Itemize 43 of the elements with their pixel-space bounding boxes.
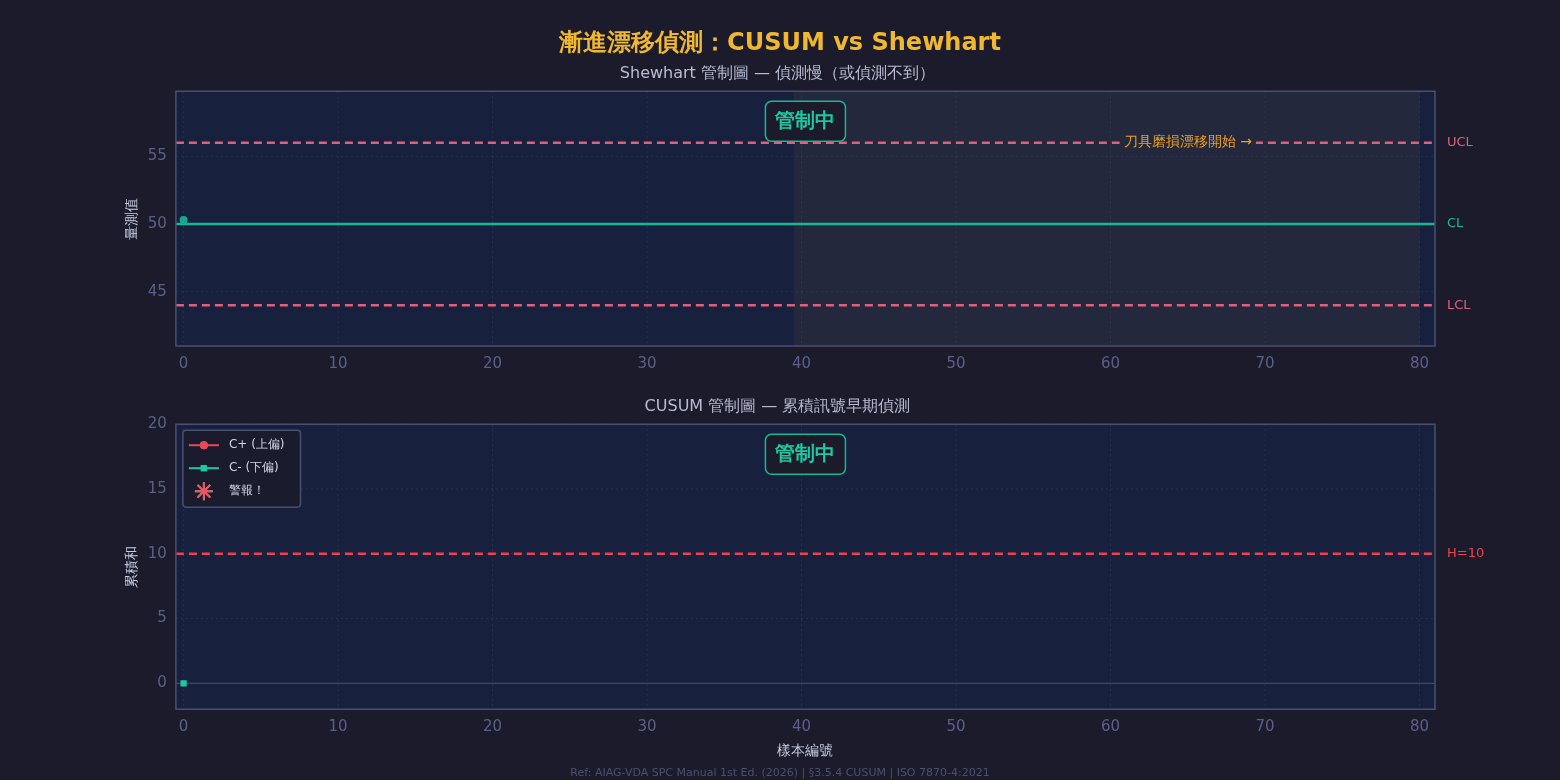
y-tick-label: 45	[147, 281, 167, 300]
annotation: 管制中	[774, 108, 836, 133]
x-tick-label: 60	[1101, 717, 1121, 736]
x-tick-label: 0	[178, 717, 189, 736]
x-tick-label: 10	[328, 717, 348, 736]
ref-line-label: CL	[1447, 215, 1465, 231]
legend-label: C- (下偏)	[228, 460, 279, 475]
text: Ref: AIAG-VDA SPC Manual 1st Ed. (2026) | §3.5.4 CUSUM | ISO 7870-4:2021	[570, 766, 990, 780]
ref-line-label: UCL	[1447, 134, 1474, 150]
x-tick-label: 70	[1255, 717, 1275, 736]
legend-label: C+ (上偏)	[228, 437, 285, 452]
x-tick-label: 30	[637, 717, 657, 736]
x-tick-label: 70	[1255, 353, 1275, 372]
x-tick-label: 80	[1410, 353, 1430, 372]
x-tick-label: 40	[792, 353, 812, 372]
y-tick-label: 15	[147, 478, 167, 497]
x-axis-title: 樣本編號	[777, 742, 834, 759]
annotation: 刀具磨損漂移開始 →	[1123, 133, 1253, 150]
y-axis-title: 量測值	[123, 197, 140, 240]
y-tick-label: 10	[147, 543, 167, 562]
y-tick-label: 55	[147, 146, 167, 165]
chart-subtitle: Shewhart 管制圖 — 偵測慢（或偵測不到）	[619, 62, 936, 82]
ref-line-label: H=10	[1447, 545, 1485, 561]
y-tick-label: 0	[157, 673, 167, 692]
y-tick-label: 5	[157, 608, 167, 627]
x-tick-label: 0	[178, 353, 189, 372]
chart-title: CUSUM 管制圖 — 累積訊號早期偵測	[644, 395, 911, 415]
x-tick-label: 20	[483, 353, 503, 372]
x-tick-label: 30	[637, 353, 657, 372]
x-tick-label: 40	[792, 717, 812, 736]
ref-line-label: LCL	[1447, 296, 1472, 312]
y-axis-title: 累積和	[123, 545, 140, 588]
annotation: 管制中	[774, 441, 836, 466]
y-tick-label: 20	[147, 414, 167, 433]
chart-title: 漸進漂移偵測：CUSUM vs Shewhart	[558, 27, 1002, 58]
x-tick-label: 20	[483, 717, 503, 736]
x-tick-label: 10	[328, 353, 348, 372]
x-tick-label: 50	[946, 717, 966, 736]
y-tick-label: 50	[147, 213, 167, 232]
x-tick-label: 60	[1101, 353, 1121, 372]
legend-label: 警報！	[228, 483, 265, 498]
x-tick-label: 50	[946, 353, 966, 372]
x-tick-label: 80	[1410, 717, 1430, 736]
